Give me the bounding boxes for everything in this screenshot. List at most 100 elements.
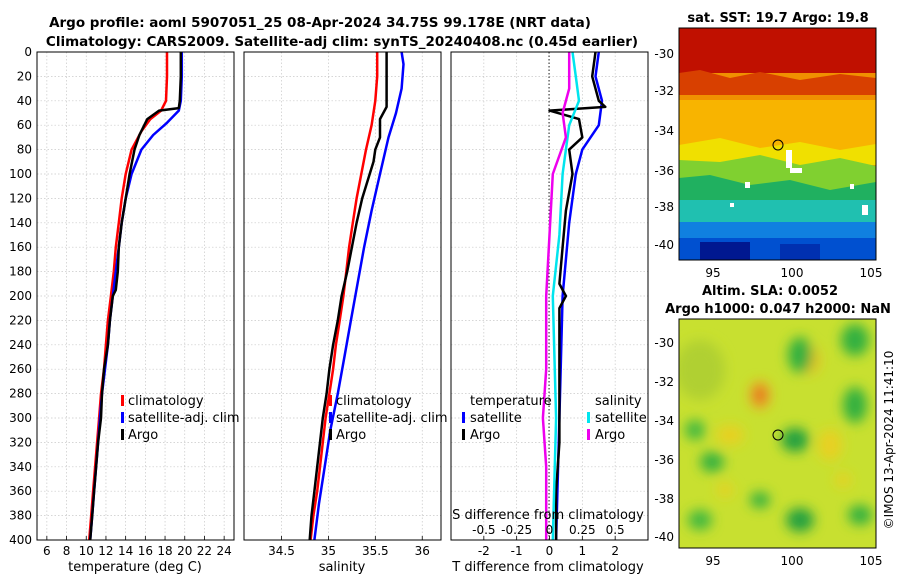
sla-float-marker: [772, 429, 784, 441]
legend-title-temperature: temperature: [470, 394, 552, 409]
legend-label-satellite: satellite-adj. clim: [128, 411, 240, 426]
y-tick-label: 200: [9, 289, 32, 303]
salinity-legend: climatology satellite-adj. clim Argo: [329, 394, 448, 443]
sst-map-frame: [678, 27, 877, 261]
x-tick-label: 12: [98, 544, 113, 558]
x-tick-label: 18: [157, 544, 172, 558]
sla-lat-tick: -34: [654, 414, 674, 428]
series-line-salinity-satellite: [551, 51, 581, 541]
y-tick-label: 100: [9, 167, 32, 181]
legend-label-sal-satellite: satellite: [595, 411, 647, 426]
sst-lon-tick: 95: [705, 266, 720, 280]
x-tick-label: 35: [321, 544, 336, 558]
sla-lon-tick: 95: [705, 554, 720, 568]
legend-label-sal-argo: Argo: [595, 428, 625, 443]
sst-field: [679, 28, 876, 260]
y-tick-label: 400: [9, 533, 32, 547]
legend-swatch-sal-argo: [587, 429, 590, 440]
sst-map: sat. SST: 19.7 Argo: 19.8 -30 -32: [654, 11, 882, 280]
legend-label-argo: Argo: [128, 428, 158, 443]
x-tick-label: 1: [579, 544, 587, 558]
x-tick-label: 0: [546, 544, 554, 558]
sla-map-frame: [678, 318, 877, 549]
x-tick-label: 20: [177, 544, 192, 558]
s-tick-label: -0.5: [472, 523, 495, 537]
series-line-argo: [308, 52, 388, 541]
x-tick-label: 36: [415, 544, 430, 558]
y-tick-label: 160: [9, 240, 32, 254]
sst-lat-tick: -40: [654, 238, 674, 252]
sst-map-title: sat. SST: 19.7 Argo: 19.8: [687, 11, 868, 26]
sla-lat-tick: -40: [654, 530, 674, 544]
t-difference-xlabel: T difference from climatology: [451, 560, 644, 575]
y-tick-label: 240: [9, 338, 32, 352]
sla-map-title-line2: Argo h1000: 0.047 h2000: NaN: [665, 302, 891, 317]
x-tick-label: 34.5: [268, 544, 295, 558]
legend-swatch-sal-satellite: [587, 412, 590, 423]
legend-swatch-satellite: [329, 412, 332, 423]
y-tick-label: 140: [9, 216, 32, 230]
sst-lat-tick: -36: [654, 164, 674, 178]
sst-lon-tick: 100: [781, 266, 804, 280]
x-tick-label: -2: [478, 544, 490, 558]
y-tick-label: 260: [9, 362, 32, 376]
sst-float-marker: [772, 139, 784, 151]
x-tick-label: -1: [511, 544, 523, 558]
sst-lat-tick: -32: [654, 84, 674, 98]
y-tick-label: 20: [17, 69, 32, 83]
legend-label-climatology: climatology: [128, 394, 204, 409]
y-tick-label: 0: [24, 45, 32, 59]
salinity-xlabel: salinity: [319, 560, 366, 575]
x-tick-label: 16: [138, 544, 153, 558]
temperature-panel: 0 20 40 60 80 100 120 140 160 180 200 220 240 260 280 3…: [9, 45, 240, 575]
legend-label-argo: Argo: [336, 428, 366, 443]
x-tick-label: 8: [63, 544, 71, 558]
sla-map: Altim. SLA: 0.0052 Argo h1000: 0.047 h20…: [654, 284, 890, 568]
s-tick-label: 0.25: [569, 523, 596, 537]
sla-lat-tick: -38: [654, 492, 674, 506]
x-tick-label: 22: [197, 544, 212, 558]
series-line-argo: [88, 52, 183, 541]
s-tick-label: 0.5: [606, 523, 625, 537]
series-line-salinity-argo: [541, 52, 571, 540]
s-tick-label: 0: [546, 523, 554, 537]
y-tick-label: 60: [17, 118, 32, 132]
y-tick-label: 320: [9, 435, 32, 449]
legend-swatch-temp-satellite: [462, 412, 465, 423]
x-tick-label: 2: [611, 544, 619, 558]
sla-lon-tick: 100: [781, 554, 804, 568]
legend-swatch-argo: [329, 429, 332, 440]
sst-lat-tick: -34: [654, 124, 674, 138]
y-tick-label: 300: [9, 411, 32, 425]
x-tick-label: 35.5: [362, 544, 389, 558]
figure-title-line2: Climatology: CARS2009. Satellite-adj cli…: [46, 34, 638, 50]
series-line-satellite-adj-clim: [313, 51, 405, 541]
salinity-panel: 34.5 35 35.5 36 salinity climatology satell…: [243, 51, 448, 575]
x-tick-label: 14: [118, 544, 133, 558]
sla-lat-tick: -30: [654, 336, 674, 350]
sst-lat-ticks: -30 -32 -34 -36 -38 -40: [654, 47, 674, 252]
x-tick-label: 10: [79, 544, 94, 558]
legend-label-temp-satellite: satellite: [470, 411, 522, 426]
sla-field: [679, 319, 876, 548]
sla-map-title-line1: Altim. SLA: 0.0052: [702, 284, 838, 299]
sla-lat-ticks: -30 -32 -34 -36 -38 -40: [654, 336, 674, 544]
legend-swatch-climatology: [121, 395, 124, 406]
s-tick-label: -0.25: [501, 523, 532, 537]
x-tick-label: 6: [43, 544, 51, 558]
series-line-climatology: [309, 52, 379, 541]
y-tick-label: 120: [9, 191, 32, 205]
sst-lon-tick: 105: [860, 266, 883, 280]
legend-label-temp-argo: Argo: [470, 428, 500, 443]
sst-lat-tick: -30: [654, 47, 674, 61]
legend-title-salinity: salinity: [595, 394, 642, 409]
y-tick-label: 280: [9, 387, 32, 401]
series-line-temperature-satellite: [554, 51, 604, 541]
difference-legend: temperature satellite Argo salinity sate…: [462, 394, 647, 443]
legend-swatch-argo: [121, 429, 124, 440]
y-tick-label: 340: [9, 460, 32, 474]
y-tick-label: 180: [9, 265, 32, 279]
legend-swatch-satellite: [121, 412, 124, 423]
temperature-legend: climatology satellite-adj. clim Argo: [121, 394, 240, 443]
